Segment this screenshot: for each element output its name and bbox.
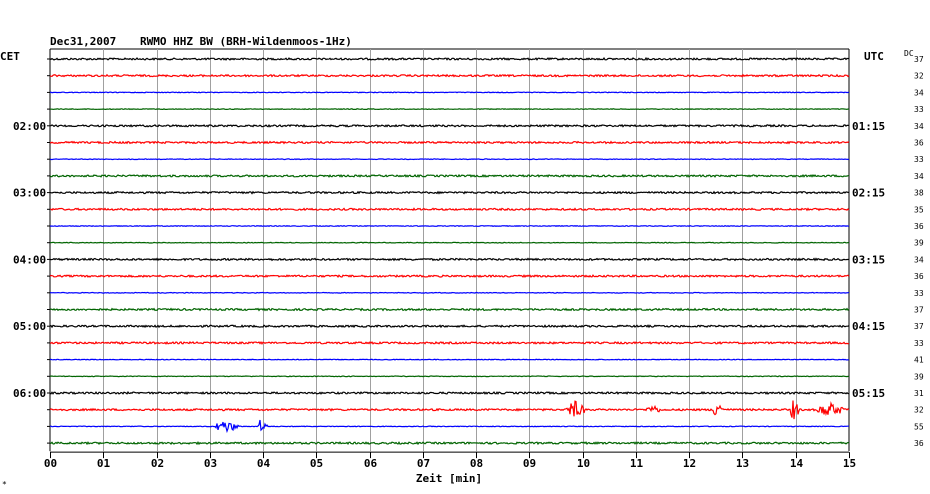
- trace-line: [49, 190, 850, 195]
- trace-line: [49, 375, 850, 378]
- trace-line: [49, 56, 850, 61]
- left-time-label: 04:00: [13, 253, 46, 266]
- trace-line: [49, 158, 850, 161]
- dc-value: 34: [914, 172, 924, 181]
- right-time-label: 05:15: [852, 387, 885, 400]
- dc-value: 32: [914, 72, 924, 81]
- left-time-label: 03:00: [13, 187, 46, 200]
- dc-value: 36: [914, 139, 924, 148]
- left-time-label: 06:00: [13, 387, 46, 400]
- x-tick-label: 06: [364, 457, 378, 470]
- right-time-label: 04:15: [852, 320, 885, 333]
- x-tick-label: 15: [843, 457, 856, 470]
- trace-line: [49, 274, 850, 279]
- dc-value: 36: [914, 222, 924, 231]
- x-tick-label: 11: [630, 457, 644, 470]
- dc-value: 35: [914, 205, 924, 214]
- trace-line: [49, 108, 850, 111]
- dc-value: 38: [914, 189, 924, 198]
- right-time-label: 01:15: [852, 120, 885, 133]
- trace-line: [49, 257, 850, 262]
- dc-value: 41: [914, 356, 924, 365]
- dc-value: 34: [914, 88, 924, 97]
- trace-line: [49, 307, 850, 312]
- dc-value: 33: [914, 105, 924, 114]
- dc-value: 34: [914, 122, 924, 131]
- x-tick-label: 07: [417, 457, 430, 470]
- dc-value: 36: [914, 439, 924, 448]
- trace-line: [49, 73, 850, 78]
- trace-line: [49, 91, 850, 94]
- dc-value: 36: [914, 272, 924, 281]
- header-station: RWMO HHZ BW (BRH-Wildenmoos-1Hz): [140, 35, 352, 48]
- traces: [49, 56, 850, 446]
- dc-value: 32: [914, 406, 924, 415]
- dc-value: 39: [914, 372, 924, 381]
- x-tick-label: 14: [790, 457, 804, 470]
- trace-line: [49, 324, 850, 329]
- trace-line: [49, 123, 849, 128]
- grid-lines: [47, 48, 850, 459]
- corner-mark: *: [2, 480, 7, 489]
- axis-labels: 00 01 02 03 04 05 06 07 08 09 10 11 12 13 14 15 37 32 34 33…: [13, 55, 924, 470]
- right-time-label: 03:15: [852, 253, 885, 266]
- x-tick-label: 08: [470, 457, 483, 470]
- dc-value: 34: [914, 255, 924, 264]
- trace-line: [49, 207, 850, 212]
- dc-value: 37: [914, 306, 924, 315]
- trace-line: [49, 140, 850, 145]
- trace-line: [49, 419, 850, 434]
- right-time-label: 02:15: [852, 187, 885, 200]
- trace-line: [50, 241, 850, 244]
- x-tick-label: 10: [577, 457, 590, 470]
- dc-value: 33: [914, 289, 924, 298]
- x-tick-label: 02: [151, 457, 164, 470]
- left-zone-label: CET: [0, 50, 20, 63]
- x-tick-label: 01: [97, 457, 111, 470]
- dc-value: 55: [914, 422, 924, 431]
- x-tick-label: 04: [257, 457, 271, 470]
- dc-label: DC: [904, 49, 914, 58]
- x-tick-label: 12: [683, 457, 696, 470]
- dc-value: 33: [914, 339, 924, 348]
- trace-line: [49, 390, 850, 396]
- trace-line: [49, 173, 850, 178]
- dc-value: 37: [914, 322, 924, 331]
- trace-line: [49, 340, 850, 345]
- trace-line: [49, 358, 850, 361]
- trace-line: [49, 225, 850, 227]
- x-tick-label: 05: [310, 457, 323, 470]
- trace-line: [49, 440, 850, 446]
- x-tick-label: 09: [523, 457, 536, 470]
- trace-line: [49, 291, 850, 294]
- right-zone-label: UTC: [864, 50, 884, 63]
- x-tick-label: 03: [204, 457, 217, 470]
- x-tick-label: 00: [44, 457, 57, 470]
- dc-value: 39: [914, 239, 924, 248]
- dc-value: 33: [914, 155, 924, 164]
- x-tick-label: 13: [736, 457, 749, 470]
- dc-value: 31: [914, 389, 924, 398]
- trace-line: [49, 400, 850, 420]
- header-date: Dec31,2007: [50, 35, 116, 48]
- x-axis-label: Zeit [min]: [416, 472, 482, 485]
- left-time-label: 02:00: [13, 120, 46, 133]
- dc-value: 37: [914, 55, 924, 64]
- left-time-label: 05:00: [13, 320, 46, 333]
